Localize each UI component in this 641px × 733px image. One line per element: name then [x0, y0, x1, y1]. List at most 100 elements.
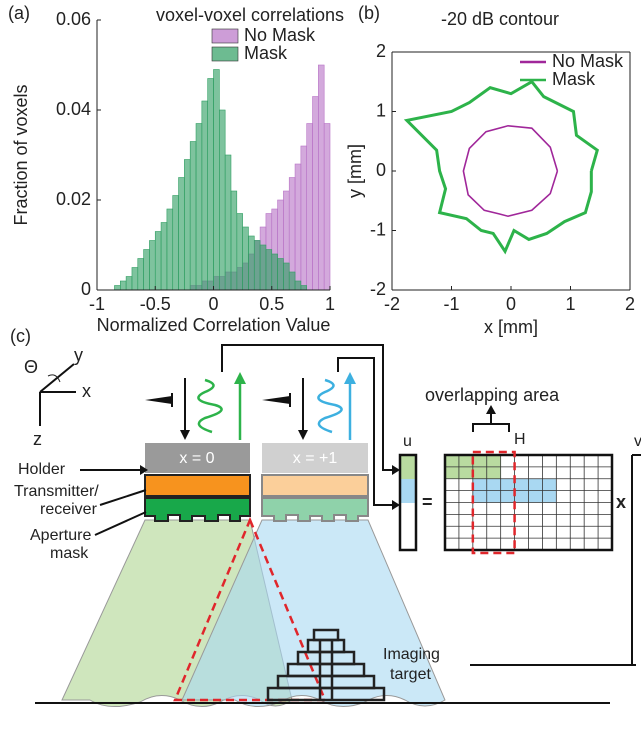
histogram-bar [288, 271, 296, 291]
mask-label: Aperture [30, 527, 91, 544]
histogram-bar [224, 154, 232, 291]
histogram-bar [312, 96, 319, 291]
histogram-bar [259, 244, 267, 291]
histogram-bar [213, 69, 220, 291]
aperture-mask [144, 497, 251, 522]
histogram-bar [189, 141, 197, 291]
histogram-bar [120, 280, 127, 291]
histogram-bar [283, 262, 290, 291]
holder-label: Holder [18, 461, 66, 478]
panel-label: (b) [358, 3, 380, 23]
holder [145, 443, 250, 473]
y-tick-label: 2 [376, 41, 386, 61]
x-tick-label: -2 [384, 294, 400, 314]
y-tick-label: 0.06 [56, 9, 91, 29]
x-tick-label: 1 [565, 294, 575, 314]
pointer [94, 511, 147, 536]
histogram-bar [271, 253, 278, 291]
histogram-bar [160, 222, 168, 291]
pointer [99, 489, 147, 506]
histogram-bar [294, 280, 302, 291]
position-label: x = 0 [179, 450, 214, 467]
histogram-bar [114, 285, 121, 291]
histogram-bar [253, 240, 261, 291]
x-tick-label: -1 [443, 294, 459, 314]
y-tick-label: 0 [81, 279, 91, 299]
arrowhead [486, 405, 496, 414]
histogram-bar [149, 240, 156, 291]
equals: = [422, 492, 433, 512]
histogram-bar [323, 123, 331, 291]
overlap-box [471, 450, 516, 555]
arrowhead [140, 465, 148, 475]
u-vector [398, 453, 418, 552]
histogram-bar [306, 123, 313, 291]
arrowhead [392, 500, 400, 510]
histogram-bar [143, 249, 150, 291]
y-tick-label: 0.04 [56, 99, 91, 119]
y-axis-label: Fraction of voxels [11, 84, 31, 225]
x-axis-label: x [82, 381, 91, 401]
beam-blue [181, 519, 446, 707]
matrix [443, 450, 614, 555]
histogram-bar [236, 213, 243, 291]
x-axis-label: x [mm] [484, 317, 538, 337]
y-tick-label: 0.02 [56, 189, 91, 209]
theta-arc [47, 374, 61, 383]
contour-line [462, 124, 559, 218]
chart-title: voxel-voxel correlations [156, 5, 344, 25]
overlap-label: overlapping area [425, 385, 560, 405]
target-label: target [390, 666, 431, 683]
histogram-bar [277, 258, 284, 291]
histogram-bar [131, 267, 139, 291]
z-axis-label: z [33, 429, 42, 449]
target-label: Imaging [383, 646, 440, 663]
legend-label: Mask [552, 69, 596, 89]
panel-label: (c) [10, 326, 31, 346]
holder [262, 443, 368, 473]
overlap-triangle [173, 516, 327, 702]
histogram-bar [207, 78, 214, 291]
transmitter [261, 474, 369, 497]
transmitter-label: receiver [40, 501, 98, 518]
histogram-bar [172, 195, 179, 291]
x-tick-label: 2 [625, 294, 635, 314]
histogram-bar [265, 249, 273, 291]
pulse-pair [145, 372, 356, 440]
axis-y [39, 363, 75, 393]
x-tick-label: 0 [506, 294, 516, 314]
histogram-bar [294, 163, 302, 291]
times: x [616, 492, 626, 512]
histogram-bar [230, 190, 238, 291]
transmitter [144, 474, 251, 497]
x-axis-label: Normalized Correlation Value [97, 315, 331, 335]
histogram-bar [154, 231, 162, 291]
matrix-border [443, 453, 614, 552]
histogram-bar [166, 208, 174, 291]
histogram-bar [318, 64, 325, 291]
signal-path [337, 357, 392, 506]
u-green [400, 455, 416, 479]
x-tick-label: 0 [208, 294, 218, 314]
theta-label: Θ [24, 357, 38, 377]
position-label: x = +1 [293, 450, 338, 467]
histogram-bar [137, 258, 144, 291]
histogram-bar [201, 100, 208, 291]
histogram-bar [178, 177, 185, 291]
y-tick-label: 0 [376, 160, 386, 180]
aperture-mask [261, 497, 369, 522]
arrowhead [392, 465, 400, 475]
imaging-target [266, 628, 386, 702]
u-blue [400, 479, 416, 503]
y-tick-label: -1 [370, 219, 386, 239]
histogram-bar [219, 109, 226, 291]
chart-title: -20 dB contour [441, 9, 559, 29]
legend-swatch [211, 28, 239, 44]
x-tick-label: 0.5 [259, 294, 284, 314]
y-tick-label: -2 [370, 279, 386, 299]
u-label: u [403, 433, 412, 450]
x-tick-label: -1 [89, 294, 105, 314]
y-axis-label: y [74, 345, 83, 365]
legend-swatch [211, 46, 239, 62]
